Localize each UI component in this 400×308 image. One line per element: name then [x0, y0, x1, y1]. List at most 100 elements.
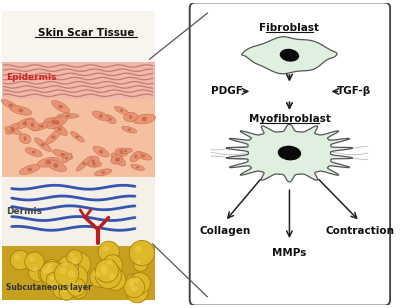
Ellipse shape [19, 134, 31, 144]
Polygon shape [226, 124, 352, 182]
Ellipse shape [40, 125, 44, 128]
Ellipse shape [109, 118, 112, 121]
Circle shape [67, 278, 86, 296]
Circle shape [95, 259, 118, 282]
Ellipse shape [10, 127, 14, 131]
Ellipse shape [82, 162, 86, 165]
Ellipse shape [61, 153, 72, 163]
Circle shape [126, 281, 148, 303]
Ellipse shape [136, 166, 139, 168]
Bar [2, 11, 154, 300]
Ellipse shape [52, 100, 70, 113]
Circle shape [107, 259, 112, 265]
Ellipse shape [88, 156, 99, 167]
Text: MMPs: MMPs [272, 248, 307, 258]
Text: Contraction: Contraction [325, 226, 394, 236]
Circle shape [32, 267, 38, 272]
Ellipse shape [115, 148, 128, 156]
Circle shape [133, 257, 148, 271]
Bar [2, 62, 154, 99]
Circle shape [60, 267, 66, 274]
Ellipse shape [92, 162, 96, 165]
Ellipse shape [101, 171, 105, 174]
Ellipse shape [135, 152, 152, 160]
Ellipse shape [30, 123, 34, 127]
Ellipse shape [134, 155, 137, 159]
Bar [2, 99, 154, 177]
Ellipse shape [116, 158, 120, 161]
Ellipse shape [92, 111, 109, 121]
Text: Skin Scar Tissue: Skin Scar Tissue [38, 28, 134, 38]
Ellipse shape [131, 164, 144, 170]
Circle shape [101, 268, 108, 275]
Circle shape [94, 272, 100, 277]
Text: Subcutaneous layer: Subcutaneous layer [6, 283, 92, 292]
Ellipse shape [130, 151, 141, 162]
Circle shape [67, 250, 82, 265]
Circle shape [58, 256, 78, 277]
Ellipse shape [38, 157, 60, 167]
Ellipse shape [57, 113, 79, 119]
Text: Dermis: Dermis [6, 207, 42, 216]
Circle shape [10, 250, 30, 270]
Circle shape [98, 241, 119, 262]
Ellipse shape [18, 108, 23, 112]
Ellipse shape [120, 109, 123, 112]
Circle shape [124, 277, 145, 298]
Circle shape [45, 267, 52, 274]
Circle shape [54, 262, 79, 286]
Ellipse shape [70, 132, 84, 142]
Ellipse shape [124, 112, 138, 122]
Ellipse shape [128, 128, 131, 131]
Ellipse shape [142, 117, 147, 121]
Ellipse shape [10, 106, 32, 115]
Ellipse shape [45, 160, 66, 172]
Circle shape [62, 289, 66, 293]
Ellipse shape [115, 157, 118, 162]
Circle shape [57, 285, 62, 290]
Circle shape [100, 264, 107, 271]
Circle shape [50, 276, 54, 280]
Circle shape [70, 281, 87, 298]
Polygon shape [242, 37, 337, 74]
Ellipse shape [46, 130, 61, 144]
Ellipse shape [133, 114, 156, 124]
Circle shape [128, 282, 134, 287]
Ellipse shape [58, 105, 63, 109]
Ellipse shape [122, 126, 137, 133]
Circle shape [102, 255, 122, 275]
Circle shape [62, 260, 68, 266]
Ellipse shape [278, 146, 301, 160]
Bar [2, 246, 154, 300]
Ellipse shape [111, 155, 122, 164]
Ellipse shape [25, 119, 40, 131]
Ellipse shape [46, 160, 51, 164]
Circle shape [104, 269, 126, 290]
Ellipse shape [66, 115, 70, 117]
Circle shape [53, 281, 71, 299]
Ellipse shape [92, 159, 95, 164]
Ellipse shape [111, 153, 126, 166]
Circle shape [68, 270, 75, 278]
Ellipse shape [15, 118, 34, 129]
Circle shape [74, 285, 78, 290]
Circle shape [25, 252, 44, 271]
Circle shape [129, 278, 134, 284]
Ellipse shape [53, 163, 58, 168]
Text: TGF-β: TGF-β [337, 87, 371, 96]
Ellipse shape [76, 156, 92, 171]
Ellipse shape [32, 122, 52, 131]
Ellipse shape [51, 135, 56, 139]
Ellipse shape [142, 154, 145, 157]
Circle shape [135, 246, 142, 253]
Ellipse shape [118, 148, 132, 154]
Ellipse shape [8, 104, 13, 107]
Ellipse shape [129, 115, 132, 119]
Ellipse shape [105, 115, 116, 124]
Circle shape [28, 263, 47, 282]
Circle shape [71, 257, 78, 264]
Ellipse shape [120, 150, 123, 154]
Ellipse shape [35, 138, 51, 152]
Ellipse shape [47, 116, 67, 129]
Ellipse shape [44, 118, 63, 127]
